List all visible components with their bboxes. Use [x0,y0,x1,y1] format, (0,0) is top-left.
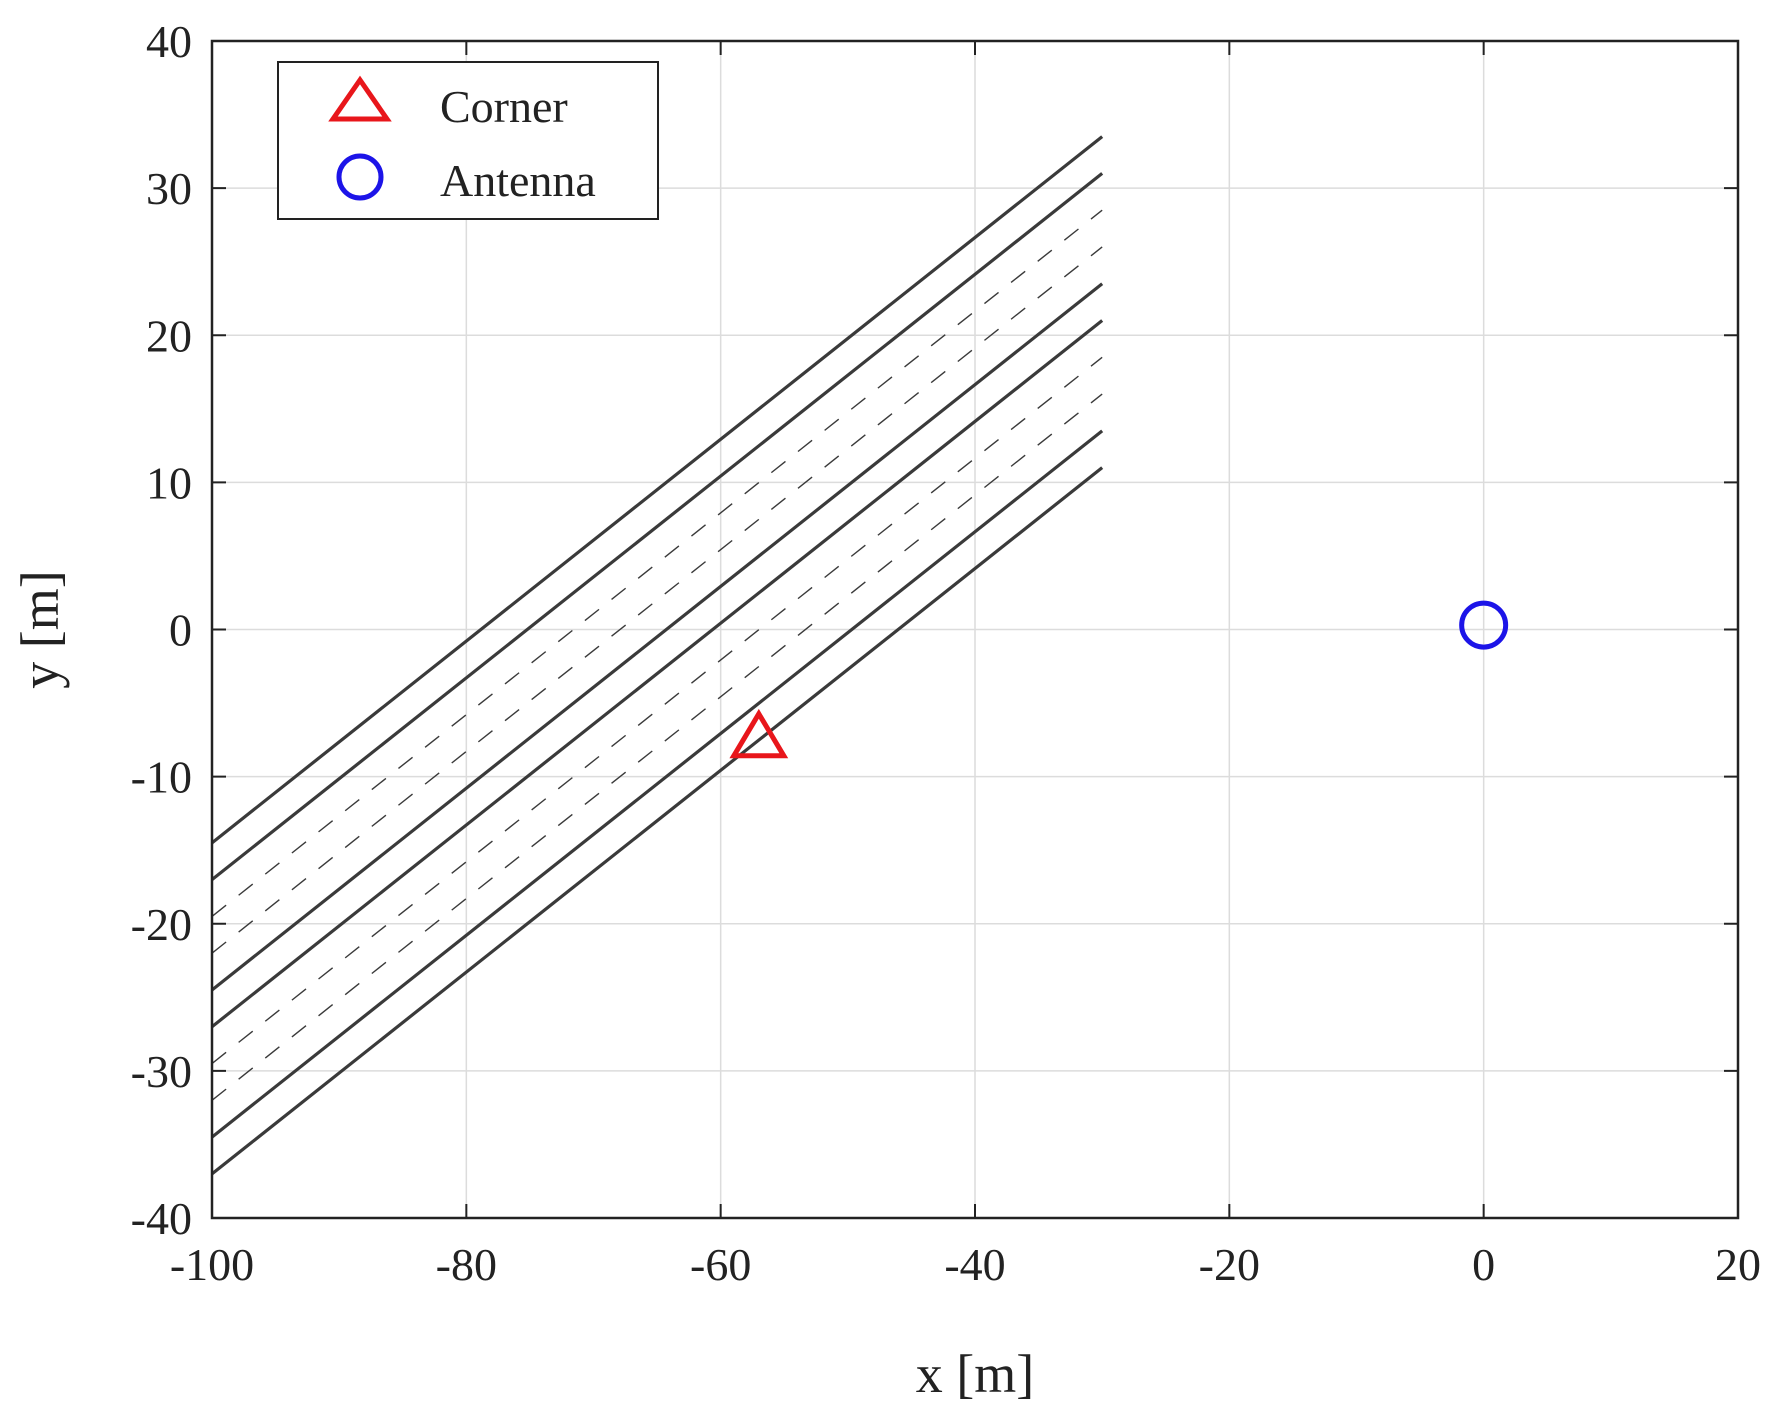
legend-corner-marker [328,75,392,122]
y-tick-label: 30 [146,163,192,214]
x-tick-label: -80 [436,1239,497,1290]
x-tick-label: -100 [170,1239,254,1290]
lane-boundary-line [211,135,1104,845]
lane-marking-dashed [211,393,1103,1101]
legend: Corner Antenna [277,61,659,220]
lane-boundary-line [211,319,1104,1028]
x-tick-label: -60 [690,1239,751,1290]
x-tick-label: 0 [1472,1239,1495,1290]
y-tick-label: -20 [131,899,192,950]
legend-antenna-marker [336,153,384,201]
y-tick-label: 20 [146,310,192,361]
x-tick-label: -20 [1199,1239,1260,1290]
y-tick-label: -10 [131,752,192,803]
lane-lines [211,135,1104,1176]
x-axis-title: x [m] [916,1344,1034,1404]
x-tick-label: 20 [1715,1239,1761,1290]
x-tick-label: -40 [944,1239,1005,1290]
data-markers [729,600,1509,759]
legend-antenna-label: Antenna [440,155,596,206]
corner-marker [729,708,789,759]
lane-boundary-line [211,282,1104,992]
lane-marking-dashed [211,209,1103,917]
legend-box [277,61,659,220]
lane-boundary-line [211,466,1104,1176]
y-axis-title: y [m] [10,570,70,688]
antenna-marker [1459,600,1509,650]
y-tick-label: -40 [131,1193,192,1244]
lane-boundary-line [211,172,1104,881]
lane-boundary-line [211,429,1104,1139]
y-tick-label: -30 [131,1046,192,1097]
legend-corner-label: Corner [440,81,568,132]
y-tick-label: 10 [146,457,192,508]
y-tick-label: 40 [146,16,192,67]
y-tick-label: 0 [169,605,192,656]
lane-marking-dashed [211,246,1103,954]
lane-marking-dashed [211,356,1103,1065]
